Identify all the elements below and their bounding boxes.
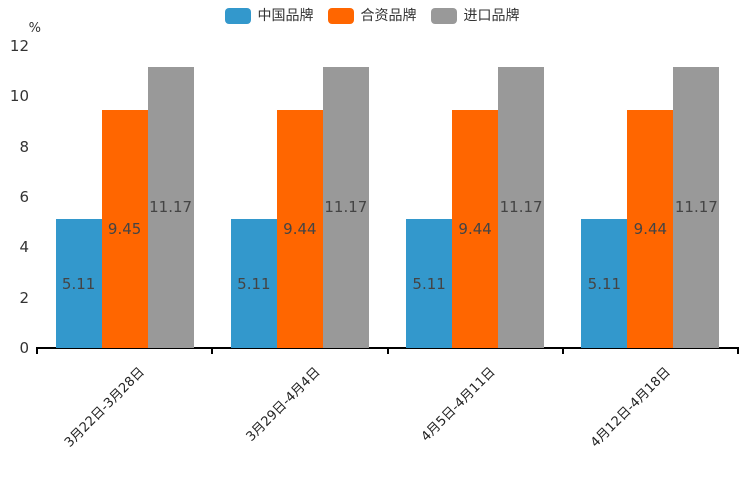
bar-value-label: 5.11 [237, 274, 271, 293]
y-axis-tick-label: 8 [19, 137, 29, 156]
x-axis-tick [36, 349, 38, 354]
bar: 11.17 [322, 66, 369, 348]
legend-item-joint-venture-brand[interactable]: 合资品牌 [327, 8, 417, 24]
x-axis-tick [386, 349, 389, 354]
bar: 11.17 [673, 66, 720, 348]
bar-value-label: 5.11 [61, 274, 96, 293]
bar-value-label: 5.11 [412, 274, 446, 293]
bar: 5.11 [406, 219, 453, 348]
legend-label-import-brand: 进口品牌 [463, 8, 520, 24]
bar: 9.44 [452, 110, 499, 348]
y-axis-tick-label: 2 [19, 288, 29, 307]
x-axis-tick [737, 349, 739, 354]
bar: 11.17 [498, 66, 545, 348]
bar-value-label: 9.44 [458, 220, 492, 239]
bar-value-label: 11.17 [149, 198, 193, 217]
x-axis-category-label: 4月5日-4月11日 [418, 364, 499, 445]
bar: 9.44 [627, 110, 674, 348]
y-axis-tick-label: 10 [9, 87, 29, 106]
x-axis-category-label: 3月29日-4月4日 [243, 364, 324, 445]
x-axis-tick [211, 349, 214, 354]
legend-label-joint-venture-brand: 合资品牌 [360, 8, 417, 24]
bar: 9.45 [101, 110, 148, 348]
y-axis-tick-label: 4 [19, 238, 29, 257]
legend-swatch-china-brand [224, 8, 251, 24]
legend-swatch-import-brand [430, 8, 457, 24]
bar-value-label: 11.17 [499, 198, 543, 217]
legend: 中国品牌 合资品牌 进口品牌 [0, 8, 744, 24]
bar-value-label: 9.44 [283, 220, 317, 239]
y-axis-tick-label: 0 [19, 339, 29, 357]
legend-item-china-brand[interactable]: 中国品牌 [224, 8, 314, 24]
bar-value-label: 5.11 [587, 274, 622, 293]
legend-label-china-brand: 中国品牌 [257, 8, 314, 24]
bar-value-label: 9.45 [107, 220, 142, 239]
bar: 5.11 [230, 219, 277, 348]
legend-item-import-brand[interactable]: 进口品牌 [430, 8, 520, 24]
bar: 5.11 [581, 219, 628, 348]
x-axis-category-label: 3月22日-3月28日 [62, 364, 149, 451]
x-axis-tick [561, 349, 564, 354]
x-axis-line [36, 347, 739, 349]
bar-value-label: 11.17 [324, 198, 368, 217]
bar: 11.17 [147, 66, 194, 348]
bar: 9.44 [276, 110, 323, 348]
y-axis-tick-label: 12 [9, 37, 29, 55]
y-axis-unit-label: % [28, 21, 41, 36]
x-axis-category-label: 4月12日-4月18日 [588, 364, 674, 451]
bar: 5.11 [55, 219, 102, 348]
y-axis-tick-label: 6 [19, 188, 29, 206]
legend-swatch-joint-venture-brand [327, 8, 354, 24]
bar-value-label: 9.44 [633, 220, 668, 239]
bar-value-label: 11.17 [674, 198, 718, 217]
